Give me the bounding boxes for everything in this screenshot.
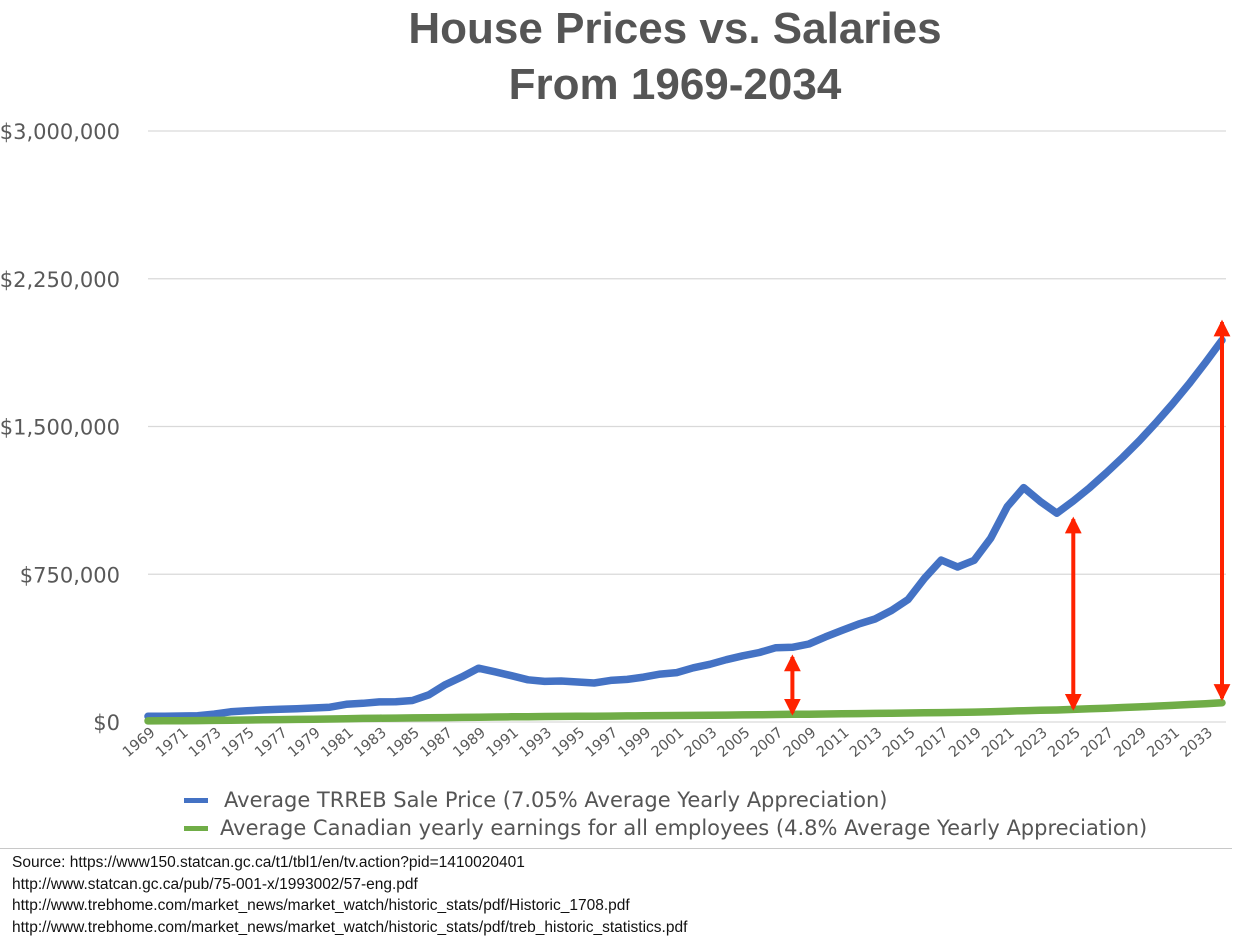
y-tick-label: $2,250,000 xyxy=(0,268,120,292)
x-tick-label: 2031 xyxy=(1144,725,1183,761)
x-tick-label: 2023 xyxy=(1012,725,1051,761)
legend-swatch-blue xyxy=(184,798,208,803)
x-tick-label: 1971 xyxy=(153,725,192,761)
sources-panel: Source: https://www150.statcan.gc.ca/t1/… xyxy=(0,848,1232,943)
x-tick-label: 1973 xyxy=(186,725,225,761)
x-tick-label: 1989 xyxy=(450,725,489,761)
x-tick-label: 1977 xyxy=(252,725,291,761)
series-line-house-price xyxy=(144,336,1226,721)
x-tick-label: 1983 xyxy=(351,725,390,761)
y-tick-label: $0 xyxy=(93,711,120,735)
x-tick-label: 1991 xyxy=(484,725,523,761)
x-tick-label: 1987 xyxy=(417,725,456,761)
x-tick-label: 2009 xyxy=(781,725,820,761)
legend-label-earnings: Average Canadian yearly earnings for all… xyxy=(220,816,1148,840)
x-tick-label: 2015 xyxy=(880,725,919,761)
x-tick-label: 1995 xyxy=(550,725,589,761)
x-tick-label: 2021 xyxy=(979,725,1018,761)
x-tick-label: 2001 xyxy=(649,725,688,761)
legend-label-house-price: Average TRREB Sale Price (7.05% Average … xyxy=(224,788,888,812)
series-line-earnings xyxy=(144,699,1226,725)
x-tick-label: 1993 xyxy=(517,725,556,761)
x-tick-label: 2013 xyxy=(847,725,886,761)
x-tick-label: 2025 xyxy=(1045,725,1084,761)
y-tick-label: $3,000,000 xyxy=(0,120,120,144)
y-tick-label: $750,000 xyxy=(20,563,120,587)
x-tick-label: 1975 xyxy=(219,725,258,761)
x-tick-label: 1981 xyxy=(318,725,357,761)
x-tick-label: 2005 xyxy=(715,725,754,761)
x-tick-label: 2029 xyxy=(1111,725,1150,761)
source-line: Source: https://www150.statcan.gc.ca/t1/… xyxy=(12,854,525,871)
chart-legend: Average TRREB Sale Price (7.05% Average … xyxy=(184,786,1224,842)
legend-swatch-green xyxy=(184,826,208,831)
x-tick-label: 2003 xyxy=(682,725,721,761)
source-line: http://www.trebhome.com/market_news/mark… xyxy=(12,897,630,914)
source-line: http://www.statcan.gc.ca/pub/75-001-x/19… xyxy=(12,876,418,893)
x-tick-label: 2017 xyxy=(913,725,952,761)
x-tick-label: 1985 xyxy=(384,725,423,761)
legend-item-earnings: Average Canadian yearly earnings for all… xyxy=(184,814,1224,842)
x-tick-label: 2033 xyxy=(1177,725,1216,761)
x-tick-label: 2007 xyxy=(748,725,787,761)
x-tick-label: 2027 xyxy=(1078,725,1117,761)
source-line: http://www.trebhome.com/market_news/mark… xyxy=(12,919,688,936)
x-tick-label: 1969 xyxy=(120,725,159,761)
x-tick-label: 1979 xyxy=(285,725,324,761)
x-tick-label: 1999 xyxy=(616,725,655,761)
x-tick-label: 1997 xyxy=(583,725,622,761)
x-tick-label: 2011 xyxy=(814,725,853,761)
chart-title: House Prices vs. Salaries xyxy=(408,4,942,53)
legend-item-house-price: Average TRREB Sale Price (7.05% Average … xyxy=(184,786,1224,814)
x-tick-label: 2019 xyxy=(946,725,985,761)
y-tick-label: $1,500,000 xyxy=(0,416,120,440)
chart-subtitle: From 1969-2034 xyxy=(508,60,842,109)
